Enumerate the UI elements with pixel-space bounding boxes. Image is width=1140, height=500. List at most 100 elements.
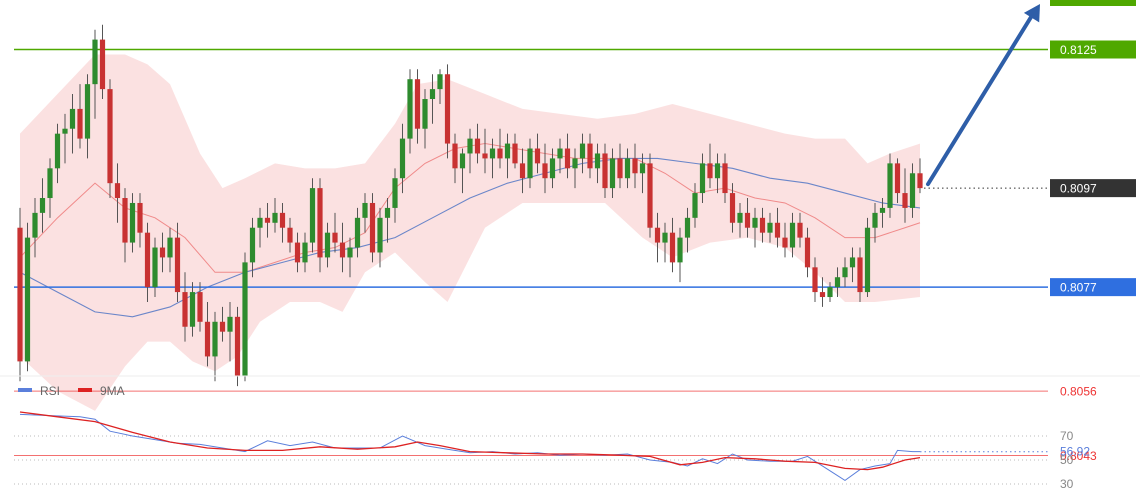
current-price-box bbox=[1050, 179, 1136, 198]
candle bbox=[594, 143, 601, 184]
candle-body bbox=[429, 89, 436, 100]
candle-body bbox=[752, 217, 758, 228]
candle-body bbox=[129, 202, 136, 243]
candle bbox=[54, 123, 61, 184]
candle-body bbox=[204, 321, 211, 357]
candle bbox=[339, 222, 346, 273]
legend-label-rsi: RSI bbox=[40, 384, 60, 398]
candle-body bbox=[39, 198, 46, 213]
legend-label-9ma: 9MA bbox=[100, 384, 125, 398]
candle-body bbox=[167, 237, 173, 258]
candle-body bbox=[84, 84, 91, 139]
candle-body bbox=[362, 202, 368, 218]
candle bbox=[47, 158, 53, 218]
candle-body bbox=[707, 163, 713, 179]
candle bbox=[354, 207, 361, 258]
candle-body bbox=[309, 188, 316, 243]
rsi-tick-70: 70 bbox=[1060, 429, 1074, 443]
candle-body bbox=[549, 158, 556, 179]
candle-body bbox=[564, 148, 571, 169]
candle-body bbox=[789, 222, 796, 248]
candle-body bbox=[92, 39, 98, 85]
candle bbox=[759, 207, 766, 243]
candle bbox=[39, 178, 46, 233]
candle bbox=[197, 282, 203, 332]
candle bbox=[482, 128, 488, 174]
rsi-tick-50: 50 bbox=[1060, 453, 1074, 467]
candle bbox=[144, 222, 151, 302]
candle-body bbox=[24, 237, 31, 362]
legend-swatch-9ma bbox=[78, 388, 92, 392]
candle-body bbox=[279, 212, 286, 228]
candle-body bbox=[384, 207, 391, 218]
candle bbox=[92, 29, 98, 119]
candle bbox=[377, 207, 383, 268]
candle-body bbox=[602, 153, 608, 189]
candle bbox=[677, 227, 683, 283]
candle-body bbox=[879, 207, 886, 213]
candle-body bbox=[182, 292, 188, 327]
candle-body bbox=[219, 321, 226, 332]
candle-body bbox=[647, 163, 653, 228]
candle-body bbox=[317, 188, 323, 258]
candle-body bbox=[459, 153, 466, 169]
candle bbox=[332, 212, 338, 253]
candle bbox=[602, 143, 608, 199]
candle bbox=[152, 237, 158, 298]
candle-body bbox=[392, 178, 398, 208]
candle-body bbox=[579, 143, 586, 159]
candle bbox=[654, 212, 661, 263]
candle bbox=[392, 168, 398, 223]
candle-body bbox=[774, 222, 781, 238]
candle-body bbox=[197, 292, 203, 322]
candle bbox=[842, 257, 848, 288]
rsi-series-9ma bbox=[19, 411, 921, 471]
candle bbox=[114, 163, 121, 223]
candle bbox=[632, 143, 638, 189]
candle-body bbox=[114, 183, 121, 199]
candle-body bbox=[662, 232, 668, 243]
candle bbox=[444, 64, 451, 159]
candle-body bbox=[69, 108, 76, 129]
candle bbox=[414, 69, 421, 144]
candle-body bbox=[804, 237, 811, 268]
candle-body bbox=[47, 168, 53, 199]
candle-body bbox=[819, 292, 826, 298]
candle bbox=[24, 222, 31, 372]
candle bbox=[219, 306, 226, 342]
candle bbox=[624, 148, 631, 189]
candle-body bbox=[249, 227, 256, 263]
candle bbox=[459, 148, 466, 194]
candle-body bbox=[264, 217, 271, 223]
candle-body bbox=[917, 173, 923, 189]
candle bbox=[174, 222, 181, 302]
candle bbox=[204, 301, 211, 367]
candle-body bbox=[174, 237, 181, 293]
candle-body bbox=[152, 247, 158, 288]
price-level-box-1 bbox=[1050, 278, 1136, 297]
candle-body bbox=[609, 158, 616, 189]
candle bbox=[579, 133, 586, 174]
candle-body bbox=[842, 267, 848, 278]
candle bbox=[662, 222, 668, 263]
candle bbox=[227, 301, 233, 362]
rsi-series-rsi bbox=[19, 413, 920, 482]
candle bbox=[692, 183, 698, 228]
candle-body bbox=[594, 153, 601, 169]
candle-body bbox=[437, 74, 443, 90]
candle bbox=[827, 282, 833, 302]
candle bbox=[347, 237, 353, 278]
candle-body bbox=[767, 222, 773, 233]
candle bbox=[737, 202, 743, 238]
candle bbox=[857, 247, 863, 302]
candle-body bbox=[137, 202, 143, 233]
candle bbox=[887, 153, 893, 218]
candlestick-layer bbox=[17, 24, 923, 387]
candle-body bbox=[159, 247, 166, 258]
candle-body bbox=[99, 39, 106, 90]
candle-body bbox=[354, 217, 361, 248]
candle-body bbox=[587, 143, 593, 169]
candle bbox=[557, 138, 563, 174]
candle-body bbox=[542, 163, 548, 179]
candle bbox=[437, 69, 443, 104]
